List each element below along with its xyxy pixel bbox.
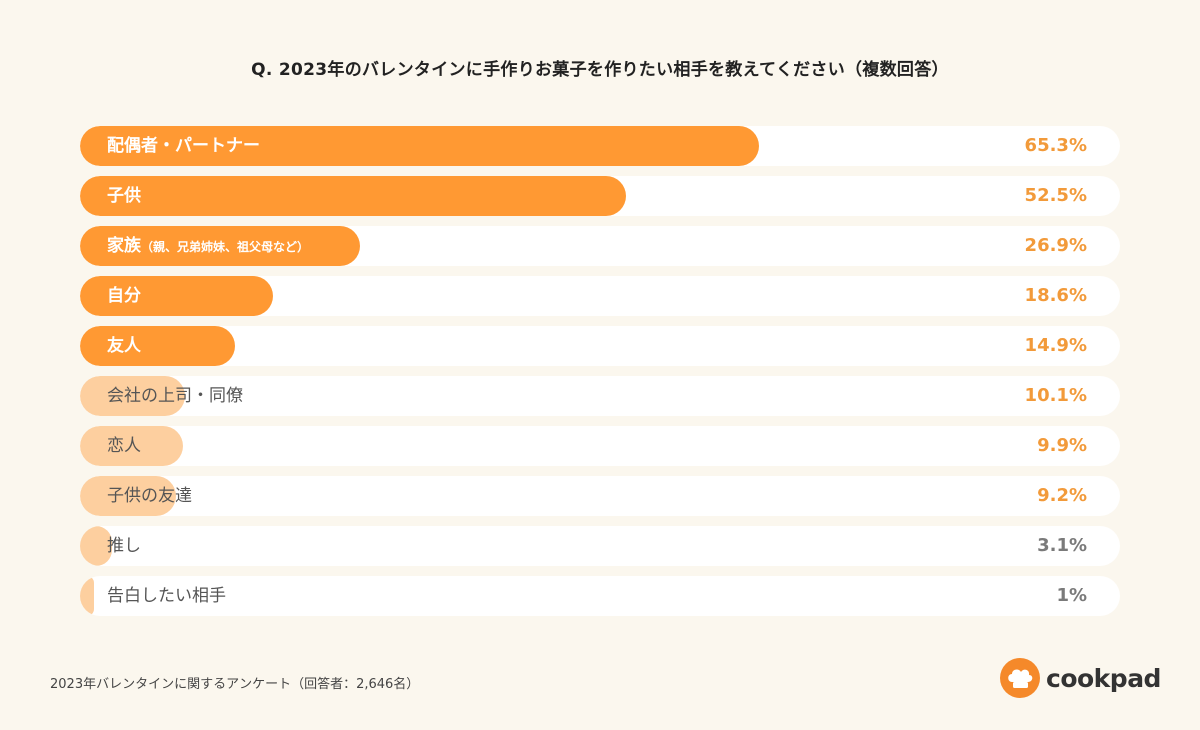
chart-row: 推し 3.1%: [80, 526, 1120, 566]
chart-row: 友人 14.9%: [80, 326, 1120, 366]
chart-row: 恋人 9.9%: [80, 426, 1120, 466]
bar: [80, 376, 185, 416]
bar: [80, 426, 183, 466]
bar-label-text: 友人: [107, 336, 141, 356]
bar-value: 18.6%: [1024, 285, 1087, 306]
bar-label: 推し: [107, 526, 141, 566]
survey-footnote: 2023年バレンタインに関するアンケート（回答者：2,646名）: [50, 677, 420, 692]
bar: [80, 176, 626, 216]
chart-row: 告白したい相手 1%: [80, 576, 1120, 616]
bar-label-text: 自分: [107, 286, 141, 306]
bar-value: 9.9%: [1037, 435, 1087, 456]
bar-value: 26.9%: [1024, 235, 1087, 256]
bar-label-text: 恋人: [107, 436, 141, 456]
bar-value: 9.2%: [1037, 485, 1087, 506]
bar-label-text: 推し: [107, 536, 141, 556]
bar: [80, 126, 759, 166]
bar-label: 家族（親、兄弟姉妹、祖父母など）: [107, 226, 309, 266]
bar-chart: 配偶者・パートナー 65.3% 子供 52.5% 家族（親、兄弟姉妹、祖父母など） 26.…: [80, 126, 1120, 626]
bar-label: 告白したい相手: [107, 576, 226, 616]
bar: [80, 226, 360, 266]
chart-row: 子供 52.5%: [80, 176, 1120, 216]
chef-hat-icon: [1000, 658, 1040, 698]
bar-label-text: 子供の友達: [107, 486, 192, 506]
bar-label: 自分: [107, 276, 141, 316]
bar-label: 配偶者・パートナー: [107, 126, 260, 166]
bar-label-text: 会社の上司・同僚: [107, 386, 243, 406]
bar-value: 3.1%: [1037, 535, 1087, 556]
chart-row: 会社の上司・同僚 10.1%: [80, 376, 1120, 416]
bar-label-text: 配偶者・パートナー: [107, 136, 260, 156]
cookpad-logo: cookpad: [1000, 656, 1161, 700]
bar: [80, 576, 94, 616]
chart-row: 配偶者・パートナー 65.3%: [80, 126, 1120, 166]
chart-title: Q. 2023年のバレンタインに手作りお菓子を作りたい相手を教えてください（複数…: [251, 60, 949, 80]
bar-value: 14.9%: [1024, 335, 1087, 356]
bar-label-text: 家族: [107, 236, 141, 256]
bar-label: 会社の上司・同僚: [107, 376, 243, 416]
bar-value: 52.5%: [1024, 185, 1087, 206]
bar-value: 10.1%: [1024, 385, 1087, 406]
bar-label: 恋人: [107, 426, 141, 466]
bar: [80, 276, 273, 316]
chart-row: 自分 18.6%: [80, 276, 1120, 316]
bar-label-text: 子供: [107, 186, 141, 206]
bar-label-note: （親、兄弟姉妹、祖父母など）: [141, 240, 310, 254]
bar: [80, 476, 176, 516]
bar-label: 子供: [107, 176, 141, 216]
chart-row: 子供の友達 9.2%: [80, 476, 1120, 516]
bar: [80, 526, 112, 566]
bar: [80, 326, 235, 366]
bar-label-text: 告白したい相手: [107, 586, 226, 606]
logo-text: cookpad: [1046, 663, 1161, 693]
bar-value: 65.3%: [1024, 135, 1087, 156]
bar-label: 子供の友達: [107, 476, 192, 516]
bar-value: 1%: [1056, 585, 1087, 606]
bar-label: 友人: [107, 326, 141, 366]
chart-row: 家族（親、兄弟姉妹、祖父母など） 26.9%: [80, 226, 1120, 266]
